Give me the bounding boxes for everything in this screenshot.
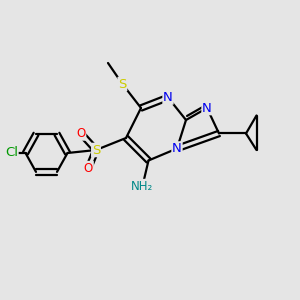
- Text: O: O: [76, 127, 85, 140]
- Text: S: S: [92, 143, 100, 157]
- Text: O: O: [84, 161, 93, 175]
- Text: Cl: Cl: [5, 146, 18, 160]
- Text: N: N: [172, 142, 182, 155]
- Text: N: N: [163, 91, 173, 104]
- Text: NH₂: NH₂: [131, 179, 154, 193]
- Text: S: S: [118, 77, 127, 91]
- Text: N: N: [202, 101, 212, 115]
